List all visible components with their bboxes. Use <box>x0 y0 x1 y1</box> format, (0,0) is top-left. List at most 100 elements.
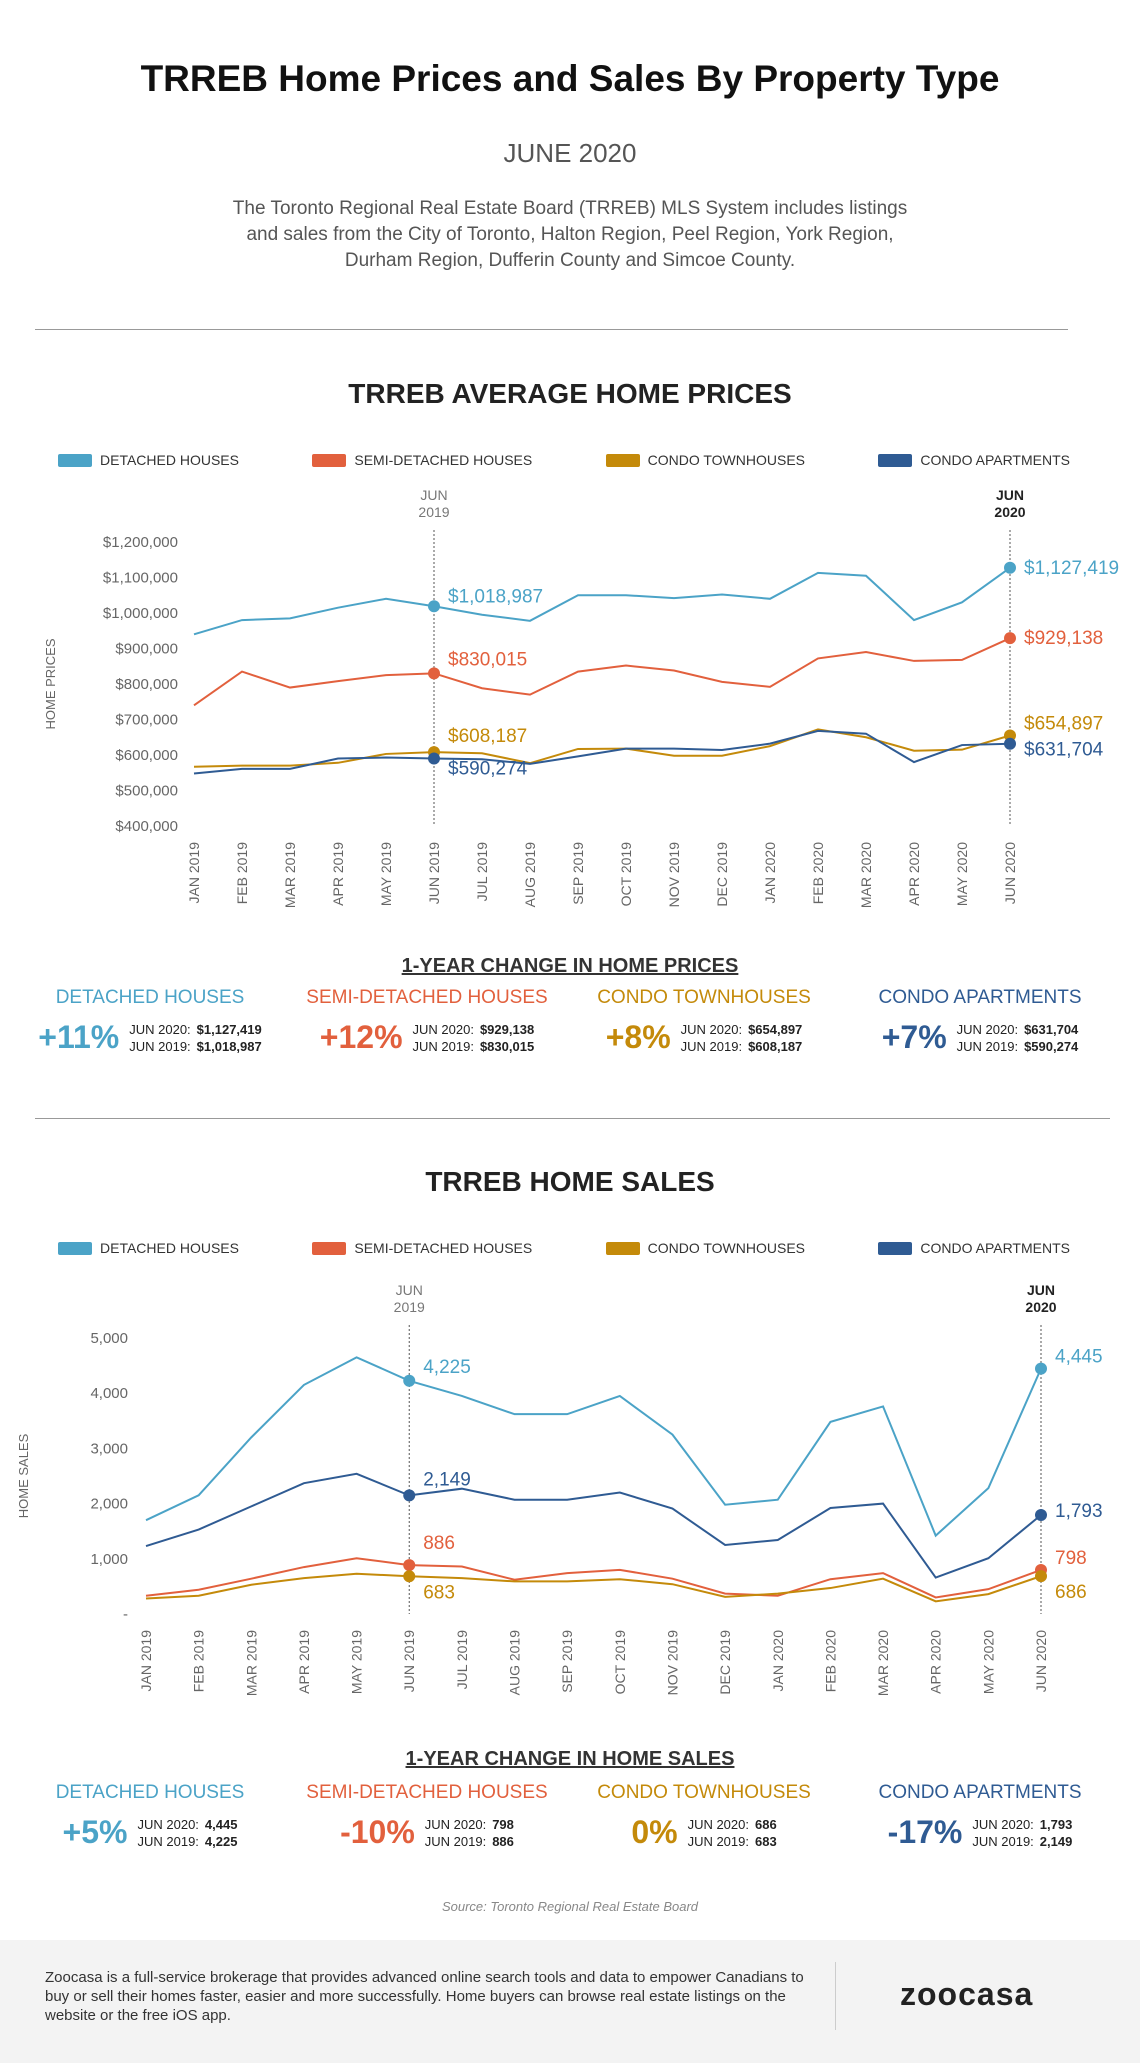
legend-swatch <box>58 1241 92 1255</box>
x-tick-label: MAY 2019 <box>378 842 394 906</box>
data-label: $1,018,987 <box>448 586 543 607</box>
stat-value: 886 <box>492 1833 514 1849</box>
marker-label-year: 2020 <box>1025 1299 1056 1315</box>
y-axis-label: HOME SALES <box>16 1433 31 1518</box>
data-label: $590,274 <box>448 758 528 779</box>
legend-item: CONDO APARTMENTS <box>878 452 1070 468</box>
y-tick-label: $900,000 <box>115 641 178 658</box>
data-label: 4,225 <box>423 1357 471 1378</box>
data-label: 686 <box>1055 1582 1087 1603</box>
data-label: 1,793 <box>1055 1501 1103 1522</box>
x-tick-label: AUG 2019 <box>522 842 538 908</box>
stat-value: $1,127,419 <box>196 1021 262 1037</box>
stat-percent: 0% <box>631 1814 678 1850</box>
x-tick-label: APR 2020 <box>928 1630 944 1694</box>
x-tick-label: SEP 2019 <box>559 1630 575 1693</box>
price-change-title: 1-YEAR CHANGE IN HOME PRICES <box>401 955 739 977</box>
marker-label-month: JUN <box>396 1282 423 1298</box>
y-tick-label: $700,000 <box>115 712 178 729</box>
legend-item: SEMI-DETACHED HOUSES <box>312 452 532 468</box>
stat-name: CONDO TOWNHOUSES <box>597 987 811 1008</box>
data-label: 2,149 <box>423 1469 471 1490</box>
series-line-1 <box>193 637 1011 707</box>
y-tick-label: $1,200,000 <box>103 534 178 551</box>
x-tick-label: MAR 2019 <box>243 1630 259 1696</box>
x-tick-label: NOV 2019 <box>664 1630 680 1696</box>
x-tick-label: MAR 2020 <box>875 1630 891 1696</box>
marker-label-year: 2019 <box>394 1299 425 1315</box>
stat-value: 2,149 <box>1039 1833 1073 1849</box>
series-line-0 <box>193 566 1011 636</box>
data-label: $830,015 <box>448 649 527 670</box>
data-label: $1,127,419 <box>1024 558 1119 579</box>
stat-value: $830,015 <box>479 1038 535 1054</box>
stat-value: 1,793 <box>1039 1816 1073 1832</box>
stat-percent: +8% <box>605 1019 671 1055</box>
stat-value: $929,138 <box>479 1021 535 1037</box>
series-line-1 <box>145 1557 1042 1599</box>
stat-name: DETACHED HOUSES <box>55 987 245 1008</box>
data-point <box>1004 737 1016 750</box>
x-tick-label: JUN 2019 <box>426 842 442 904</box>
stat-block: SEMI-DETACHED HOUSES +12% JUN 2020: $929,… <box>297 987 557 1056</box>
stat-value: $631,704 <box>1024 1021 1079 1037</box>
sales-chart-title: TRREB HOME SALES <box>425 1166 715 1197</box>
marker-label-year: 2020 <box>994 504 1025 520</box>
stat-label: JUN 2019: <box>972 1833 1034 1849</box>
data-point <box>428 600 440 613</box>
stat-block: DETACHED HOUSES +5% JUN 2020: 4,445 JUN 2… <box>20 1782 280 1851</box>
sales-chart: - 1,000 2,000 3,000 4,000 5,000 HOME SALES JAN … <box>16 1282 1103 1696</box>
data-point <box>1004 561 1016 574</box>
prices-legend: DETACHED HOUSES SEMI-DETACHED HOUSES CONDO… <box>58 452 1070 468</box>
x-tick-label: DEC 2019 <box>714 842 730 907</box>
legend-item: CONDO APARTMENTS <box>878 1240 1070 1256</box>
x-tick-label: APR 2019 <box>330 842 346 906</box>
legend-label: CONDO APARTMENTS <box>920 452 1070 468</box>
legend-label: CONDO TOWNHOUSES <box>647 1240 805 1256</box>
y-axis-label: HOME PRICES <box>43 638 58 729</box>
stat-value: 4,445 <box>204 1816 238 1832</box>
page-title: TRREB Home Prices and Sales By Property … <box>140 58 1000 99</box>
data-point <box>1004 632 1016 645</box>
data-label: $929,138 <box>1024 628 1103 649</box>
y-tick-label: - <box>123 1606 128 1623</box>
data-label: 798 <box>1055 1548 1087 1569</box>
stat-label: JUN 2020: <box>972 1816 1034 1832</box>
x-tick-label: JAN 2019 <box>186 842 202 904</box>
legend-item: CONDO TOWNHOUSES <box>605 1240 805 1256</box>
stat-label: JUN 2020: <box>424 1816 487 1832</box>
series-line-0 <box>145 1356 1042 1538</box>
x-tick-label: JAN 2020 <box>770 1630 786 1692</box>
legend-label: SEMI-DETACHED HOUSES <box>354 1240 533 1256</box>
data-label: 886 <box>423 1533 455 1554</box>
data-label: $608,187 <box>448 726 527 747</box>
legend-swatch <box>878 453 913 467</box>
stat-label: JUN 2019: <box>424 1833 487 1849</box>
data-label: 4,445 <box>1055 1347 1103 1368</box>
series-line-3 <box>193 729 1011 775</box>
x-tick-label: DEC 2019 <box>717 1630 733 1695</box>
y-tick-label: 5,000 <box>90 1330 128 1347</box>
stat-block: DETACHED HOUSES +11% JUN 2020: $1,127,419… <box>20 987 280 1056</box>
legend-swatch <box>878 1241 913 1255</box>
legend-swatch <box>312 453 347 467</box>
x-tick-label: JAN 2020 <box>762 842 778 904</box>
data-point <box>403 1570 416 1583</box>
stat-block: CONDO APARTMENTS -17% JUN 2020: 1,793 JUN… <box>850 1782 1110 1851</box>
y-tick-label: 2,000 <box>90 1496 128 1513</box>
legend-label: DETACHED HOUSES <box>100 452 239 468</box>
data-point <box>1035 1509 1047 1522</box>
prices-chart: $400,000 $500,000 $600,000 $700,000 $800,000… <box>43 487 1119 908</box>
y-tick-label: $500,000 <box>115 783 178 800</box>
x-tick-label: MAY 2020 <box>980 1630 996 1694</box>
legend-item: DETACHED HOUSES <box>58 1240 239 1256</box>
stat-label: JUN 2020: <box>680 1021 743 1037</box>
stat-label: JUN 2020: <box>137 1816 199 1832</box>
x-tick-label: SEP 2019 <box>570 842 586 905</box>
source-note: Source: Toronto Regional Real Estate Boa… <box>441 1899 699 1914</box>
footer-divider <box>835 1962 836 2030</box>
stat-name: CONDO TOWNHOUSES <box>597 1782 811 1803</box>
stat-value: $654,897 <box>748 1021 803 1037</box>
stat-value: 683 <box>754 1833 777 1849</box>
series-line-2 <box>193 728 1011 768</box>
